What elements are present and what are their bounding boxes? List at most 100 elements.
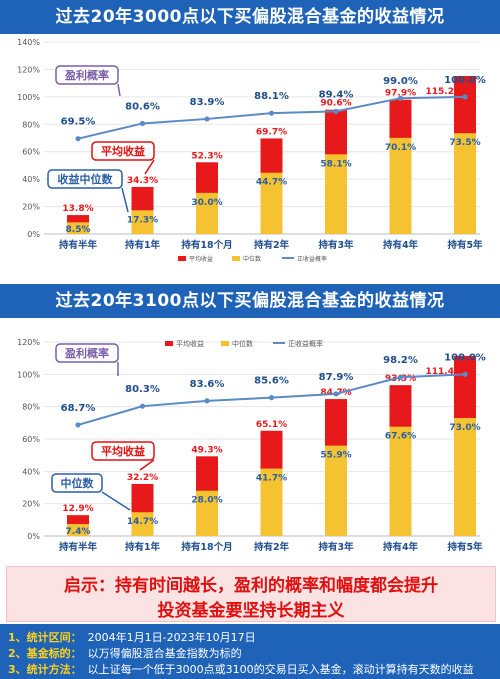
callout-label: 盈利概率 — [64, 346, 109, 360]
x-category-label: 持有4年 — [383, 239, 419, 251]
legend-label-prob: 正收益概率 — [297, 255, 327, 263]
x-category-label: 持有3年 — [318, 541, 354, 553]
avg-value-label: 111.4% — [426, 367, 464, 377]
median-value-label: 44.7% — [256, 178, 287, 188]
median-value-label: 55.9% — [320, 451, 351, 461]
takeaway-line2: 投资基金要坚持长期主义 — [157, 601, 345, 621]
avg-value-label: 65.1% — [256, 420, 287, 430]
avg-value-label: 12.9% — [62, 504, 93, 514]
probability-value-label: 99.0% — [383, 76, 418, 87]
median-bar — [454, 133, 476, 234]
takeaway-box: 启示：持有时间越长，盈利的概率和幅度都会提升 投资基金要坚持长期主义 — [6, 566, 496, 622]
probability-point — [462, 94, 468, 100]
probability-value-label: 98.2% — [383, 355, 418, 366]
median-bar — [131, 512, 154, 536]
median-bar — [131, 210, 154, 234]
x-category-label: 持有5年 — [447, 239, 483, 251]
callout-box — [91, 441, 155, 461]
probability-point — [268, 110, 275, 116]
median-value-label: 30.0% — [191, 198, 222, 208]
median-value-label: 73.5% — [449, 138, 480, 148]
probability-value-label: 100.0% — [444, 75, 486, 86]
callout-label: 中位数 — [61, 476, 95, 490]
legend-swatch-median — [232, 256, 240, 261]
x-category-label: 持有2年 — [254, 541, 290, 553]
y-tick-label: 100% — [17, 93, 40, 102]
probability-point — [462, 371, 468, 377]
probability-point — [268, 395, 275, 401]
chart2-title-banner: 过去20年3100点以下买偏股混合基金的收益情况 — [0, 284, 500, 318]
takeaway-prefix: 启示： — [64, 576, 115, 596]
legend-label-avg: 平均收益 — [176, 339, 204, 348]
probability-value-label: 88.1% — [254, 91, 289, 102]
probability-point — [139, 403, 146, 409]
median-value-label: 14.7% — [127, 517, 158, 527]
probability-point — [204, 116, 210, 122]
avg-value-label: 90.6% — [320, 99, 351, 109]
median-value-label: 70.1% — [385, 143, 416, 153]
callout-label: 收益中位数 — [58, 172, 114, 186]
avg-value-label: 49.3% — [191, 445, 222, 455]
avg-value-label: 32.2% — [127, 473, 158, 483]
probability-point — [75, 136, 81, 142]
note-1: 1、统计区间： 2004年1月1日-2023年10月17日 — [8, 629, 256, 645]
probability-point — [139, 120, 146, 127]
probability-value-label: 87.9% — [319, 372, 354, 383]
median-value-label: 17.3% — [127, 215, 158, 225]
callout-pointer — [101, 491, 131, 511]
avg-value-label: 13.8% — [62, 204, 93, 214]
y-tick-label: 0% — [27, 230, 40, 239]
legend-label-avg: 平均收益 — [189, 255, 213, 263]
callout-pointer — [117, 83, 121, 97]
median-value-label: 28.0% — [191, 496, 222, 506]
note-key: 基金标的： — [26, 647, 82, 660]
x-category-label: 持有5年 — [447, 541, 483, 553]
median-bar — [260, 468, 283, 536]
y-tick-label: 20% — [22, 500, 40, 509]
median-bar — [325, 154, 347, 234]
median-value-label: 67.6% — [385, 432, 416, 442]
probability-value-label: 83.6% — [190, 379, 225, 390]
note-number: 1、 — [8, 631, 27, 644]
takeaway-text: 持有时间越长，盈利的概率和幅度都会提升 — [115, 576, 438, 596]
median-bar — [196, 192, 218, 234]
median-bar — [389, 137, 412, 234]
y-tick-label: 120% — [17, 338, 40, 347]
probability-value-label: 80.3% — [125, 384, 160, 395]
chart1-container: 0% 20% 40% 60% 80% 100% 120% 140% 13.8% 8.5% 持有半年 3… — [0, 34, 500, 284]
x-category-label: 持有1年 — [125, 541, 161, 553]
callout-box — [55, 65, 119, 85]
median-value-label: 7.4% — [66, 527, 91, 537]
y-tick-label: 80% — [22, 403, 40, 412]
probability-point — [397, 95, 404, 101]
callout-box — [51, 473, 103, 493]
y-tick-label: 40% — [22, 467, 40, 476]
avg-value-label: 52.3% — [191, 151, 222, 161]
y-tick-label: 120% — [17, 65, 40, 74]
probability-point — [75, 422, 81, 428]
x-category-label: 持有3年 — [318, 239, 354, 251]
note-3: 3、统计方法： 以上证每一个低于3000点或3100的交易日买入基金，滚动计算持有… — [8, 661, 474, 677]
callout-box — [47, 169, 123, 189]
median-bar — [196, 490, 218, 536]
y-tick-label: 60% — [22, 435, 40, 444]
legend-swatch-median — [221, 341, 229, 346]
chart1-title-banner: 过去20年3000点以下买偏股混合基金的收益情况 — [0, 0, 500, 34]
x-category-label: 持有半年 — [59, 239, 98, 251]
y-tick-label: 20% — [22, 203, 40, 212]
probability-value-label: 89.4% — [319, 89, 354, 100]
legend-label-median: 中位数 — [243, 255, 261, 263]
probability-value-label: 83.9% — [190, 97, 225, 108]
avg-value-label: 34.3% — [127, 176, 158, 186]
median-bar — [389, 426, 412, 536]
callout-label: 平均收益 — [101, 444, 145, 458]
median-bar — [67, 222, 89, 234]
median-bar — [260, 172, 283, 234]
callout-box — [55, 343, 119, 363]
avg-value-label: 69.7% — [256, 127, 287, 137]
median-bar — [325, 445, 347, 536]
probability-value-label: 80.6% — [125, 101, 160, 112]
legend-swatch-avg — [178, 256, 186, 261]
median-value-label: 58.1% — [320, 159, 351, 169]
note-number: 3、 — [8, 663, 27, 676]
